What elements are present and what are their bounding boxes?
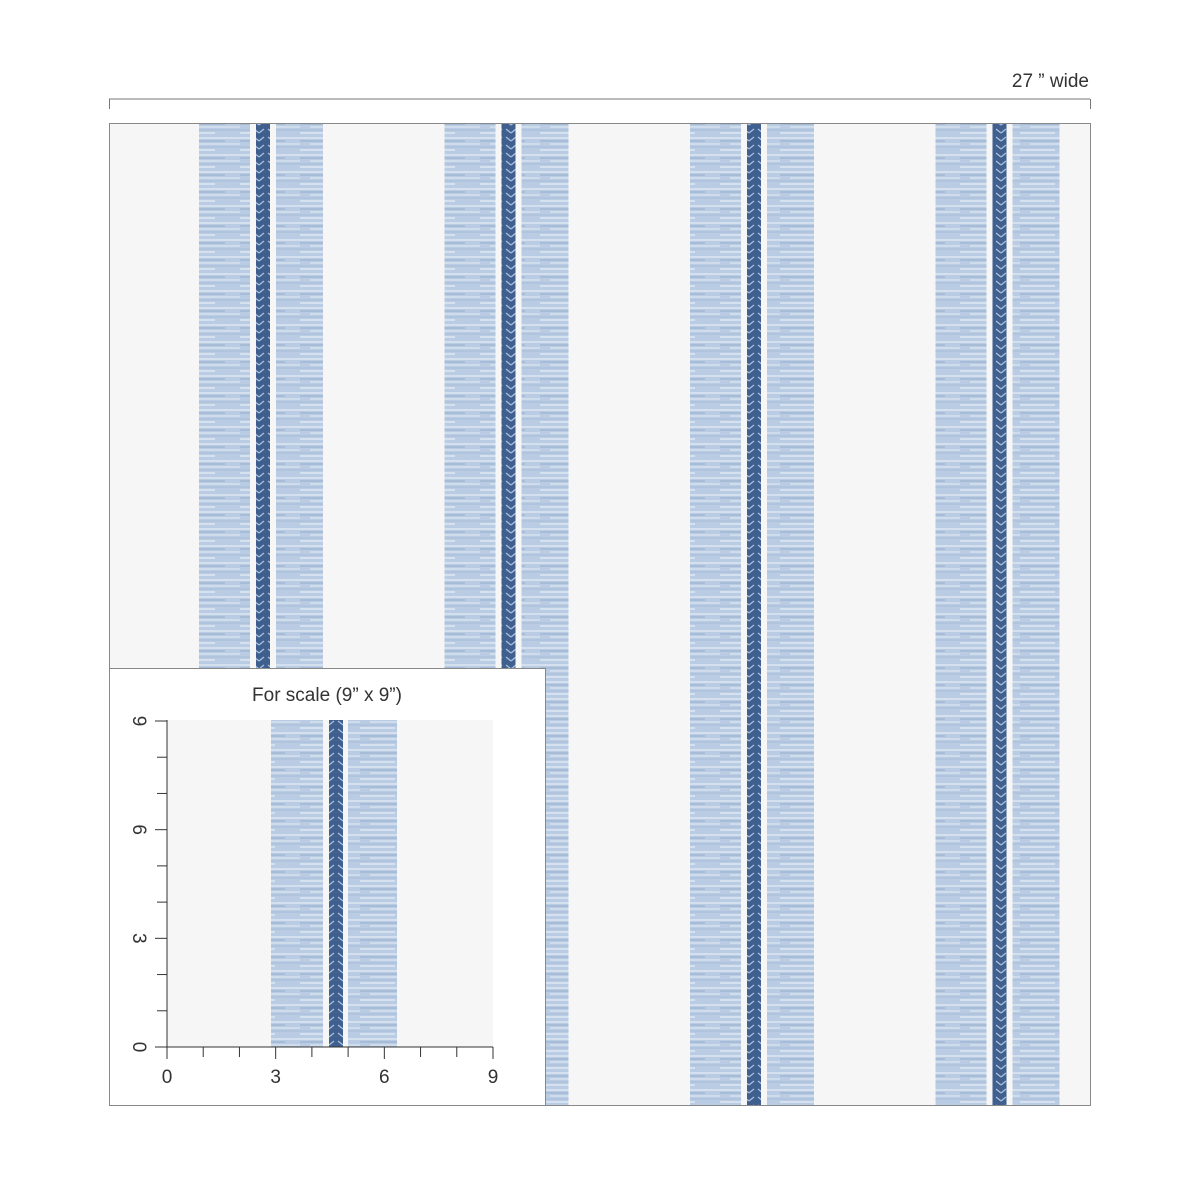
light-stripe bbox=[690, 124, 741, 1105]
braid-stripe bbox=[992, 124, 1007, 1105]
braid-stripe bbox=[747, 124, 761, 1105]
inset-braid-stripe bbox=[329, 720, 343, 1047]
light-stripe bbox=[767, 124, 814, 1105]
y-tick-label: 3 bbox=[128, 933, 149, 944]
light-stripe bbox=[935, 124, 987, 1105]
width-label: 27 ” wide bbox=[1012, 71, 1089, 92]
light-stripe bbox=[1012, 124, 1060, 1105]
x-tick-label: 9 bbox=[488, 1067, 499, 1088]
x-tick-label: 6 bbox=[379, 1067, 390, 1088]
inset-light-stripe bbox=[271, 720, 323, 1047]
y-tick-label: 9 bbox=[128, 716, 149, 727]
inset-title: For scale (9” x 9”) bbox=[252, 685, 402, 706]
x-tick-label: 0 bbox=[162, 1067, 173, 1088]
inset-axes: 0 3 6 9 0 3 6 9 bbox=[128, 716, 498, 1088]
y-tick-label: 0 bbox=[128, 1042, 149, 1053]
inset-light-stripe bbox=[348, 720, 397, 1047]
x-tick-label: 3 bbox=[270, 1067, 281, 1088]
y-tick-label: 6 bbox=[128, 824, 149, 835]
